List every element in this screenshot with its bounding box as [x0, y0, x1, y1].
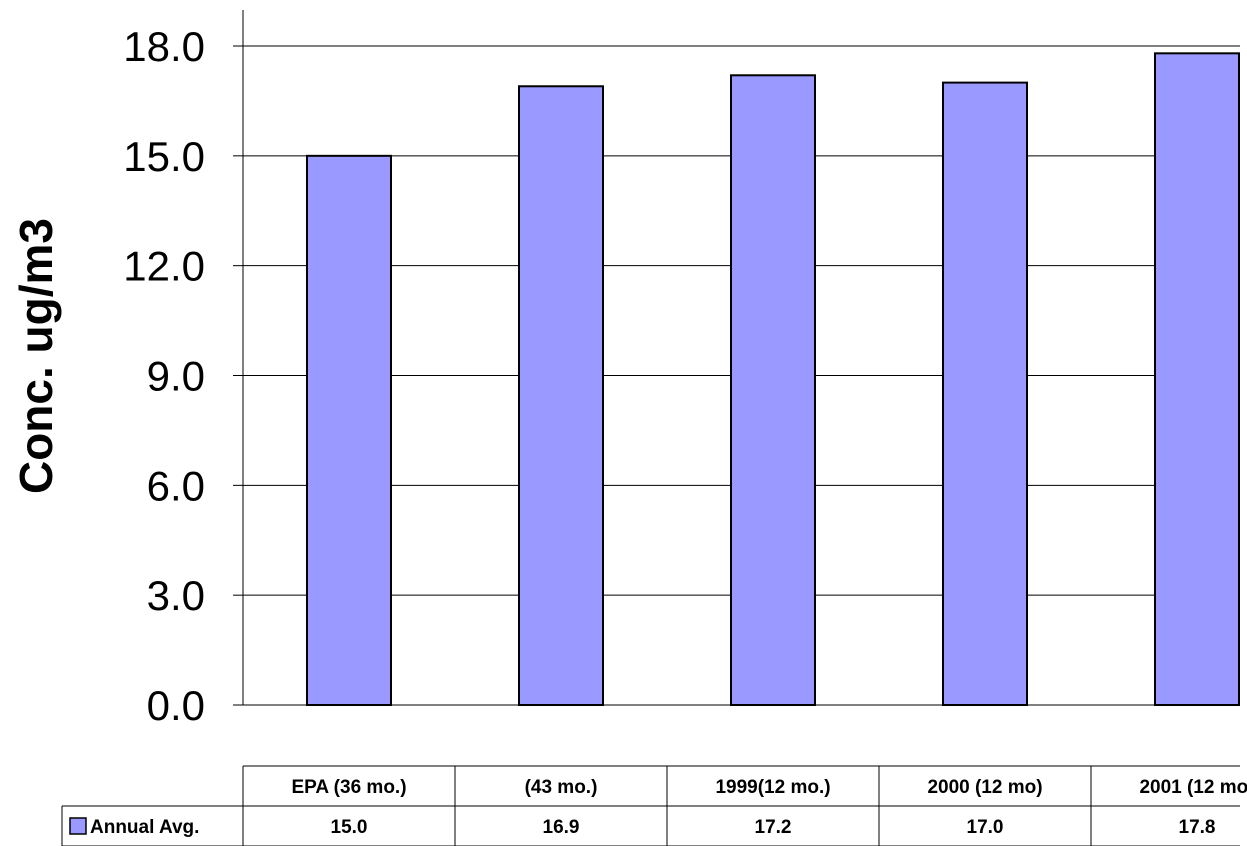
category-label: EPA (36 mo.)	[291, 777, 406, 798]
y-tick-label: 6.0	[147, 462, 205, 509]
y-axis-title: Conc. ug/m3	[10, 218, 62, 494]
bar	[1154, 52, 1240, 707]
y-tick-label: 12.0	[123, 243, 205, 290]
y-tick-label: 18.0	[123, 23, 205, 70]
bar	[730, 74, 816, 707]
category-label: 2001 (12 mo)	[1139, 777, 1247, 798]
y-tick-label: 9.0	[147, 353, 205, 400]
legend-swatch	[69, 817, 87, 835]
data-table: EPA (36 mo.) (43 mo.) 1999(12 mo.) 2000 (12…	[61, 765, 1247, 846]
data-label: 17.8	[1179, 817, 1216, 838]
bar	[518, 85, 604, 707]
y-tick-label: 15.0	[123, 133, 205, 180]
data-label: 16.9	[543, 817, 580, 838]
data-label: 17.0	[967, 817, 1004, 838]
category-label: 2000 (12 mo)	[927, 777, 1042, 798]
data-label: 15.0	[331, 817, 368, 838]
category-label: (43 mo.)	[525, 777, 598, 798]
data-label: 17.2	[755, 817, 792, 838]
y-tick-label: 0.0	[147, 682, 205, 729]
bar	[306, 154, 392, 707]
legend-series-name: Annual Avg.	[90, 817, 199, 838]
bars	[306, 52, 1240, 707]
y-tick-labels: 0.0 3.0 6.0 9.0 12.0 15.0 18.0	[123, 23, 205, 729]
category-label: 1999(12 mo.)	[715, 777, 830, 798]
y-tick-label: 3.0	[147, 572, 205, 619]
bar	[942, 81, 1028, 707]
